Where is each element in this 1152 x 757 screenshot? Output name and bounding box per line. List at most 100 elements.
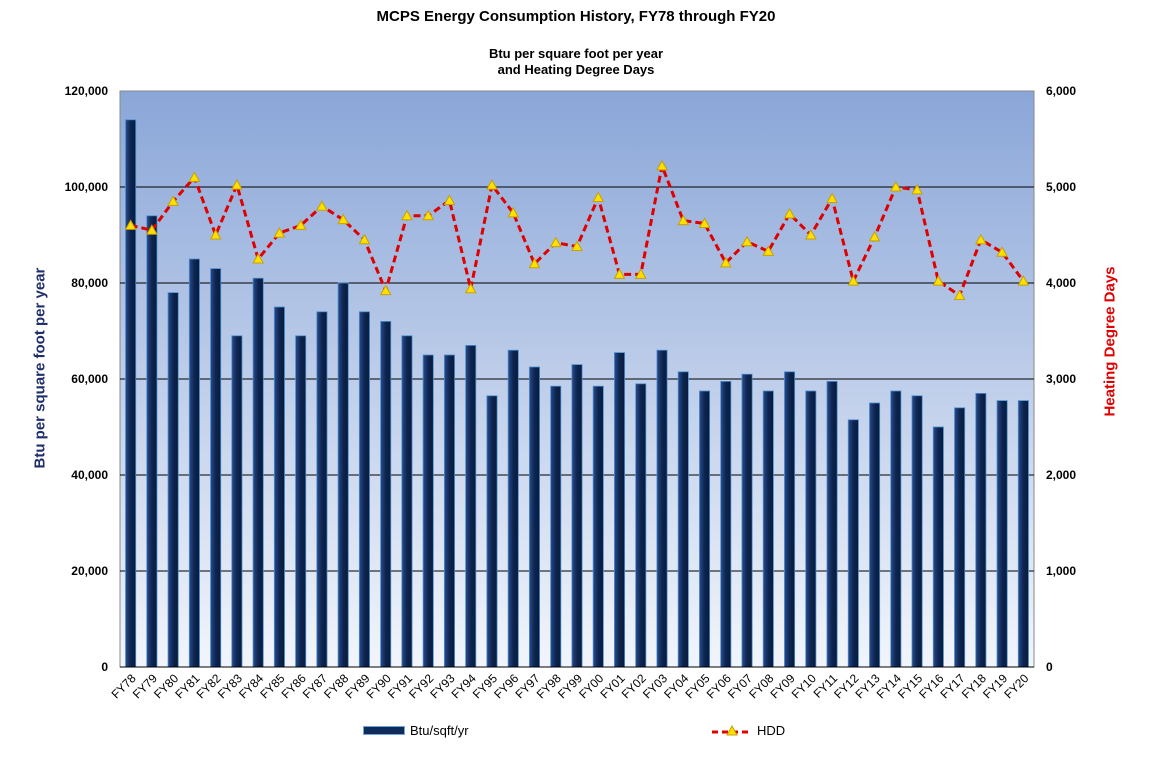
y-tick-label-left: 60,000 — [71, 372, 108, 386]
hdd-point-FY12 — [847, 275, 860, 286]
bar-FY00 — [592, 385, 604, 668]
x-axis-ticks: FY78FY79FY80FY81FY82FY83FY84FY85FY86FY87… — [109, 666, 1034, 701]
legend-btu-swatch — [363, 726, 405, 735]
y-tick-label-right: 6,000 — [1046, 84, 1076, 98]
bar-FY01 — [614, 352, 626, 668]
bar-FY14 — [890, 390, 902, 668]
bar-FY78 — [125, 119, 137, 668]
hdd-point-FY87 — [316, 200, 328, 211]
bar-FY20 — [1017, 400, 1029, 668]
hdd-point-FY98 — [549, 236, 562, 248]
hdd-point-FY97 — [528, 257, 541, 269]
hdd-point-FY81 — [188, 171, 201, 182]
x-tick-label: FY20 — [1001, 671, 1031, 701]
legend-item-hdd: HDD — [712, 723, 785, 738]
right-axis-ticks: 0 1,000 2,000 3,000 4,000 5,000 6,000 — [1046, 84, 1076, 674]
bar-FY98 — [550, 385, 562, 668]
y-tick-label-right: 1,000 — [1046, 564, 1076, 578]
chart-title: MCPS Energy Consumption History, FY78 th… — [376, 8, 776, 25]
y-axis-left-label: Btu per square foot per year — [31, 267, 49, 469]
bar-FY16 — [932, 426, 944, 668]
y-tick-label-right: 3,000 — [1046, 372, 1076, 386]
hdd-point-FY91 — [401, 209, 413, 221]
bar-FY06 — [720, 380, 732, 668]
hdd-point-FY89 — [358, 233, 371, 245]
bar-FY09 — [784, 371, 796, 668]
bar-FY10 — [805, 390, 817, 668]
bar-FY90 — [380, 320, 392, 668]
bar-FY17 — [954, 407, 966, 668]
bar-FY80 — [167, 292, 179, 668]
hdd-line-series — [124, 159, 1030, 300]
hdd-point-FY07 — [741, 235, 753, 247]
legend-hdd-swatch — [712, 724, 752, 736]
y-tick-label-right: 5,000 — [1046, 180, 1076, 194]
legend-item-btu: Btu/sqft/yr — [363, 723, 469, 738]
bar-FY81 — [188, 258, 200, 668]
hdd-point-FY86 — [294, 219, 307, 230]
bar-FY89 — [358, 311, 370, 668]
bar-FY96 — [507, 349, 519, 668]
bar-FY97 — [528, 366, 540, 668]
y-tick-label-left: 40,000 — [71, 468, 108, 482]
bar-series — [125, 119, 1029, 668]
y-tick-label-right: 0 — [1046, 660, 1053, 674]
bar-FY08 — [762, 390, 774, 668]
y-tick-label-right: 4,000 — [1046, 276, 1076, 290]
bar-FY05 — [699, 390, 711, 668]
bar-FY93 — [443, 354, 455, 668]
y-tick-label-left: 80,000 — [71, 276, 108, 290]
bar-FY12 — [847, 419, 859, 668]
bar-FY03 — [656, 349, 668, 668]
hdd-point-FY18 — [975, 233, 987, 245]
hdd-point-FY88 — [337, 213, 350, 225]
y-tick-label-right: 2,000 — [1046, 468, 1076, 482]
hdd-point-FY14 — [889, 180, 902, 192]
left-axis-ticks: 0 20,000 40,000 60,000 80,000 100,000 120,000 — [65, 84, 109, 674]
bar-FY85 — [273, 306, 285, 668]
bar-FY02 — [635, 383, 647, 668]
hdd-point-FY83 — [231, 179, 243, 190]
hdd-point-FY15 — [911, 183, 923, 195]
y-tick-label-left: 120,000 — [65, 84, 109, 98]
hdd-point-FY03 — [656, 159, 668, 171]
hdd-point-FY95 — [486, 179, 498, 190]
hdd-point-FY94 — [464, 282, 477, 294]
y-tick-label-left: 20,000 — [71, 564, 108, 578]
bar-FY99 — [571, 364, 583, 668]
bar-FY94 — [465, 344, 477, 668]
hdd-point-FY84 — [252, 252, 265, 264]
bar-FY86 — [295, 335, 307, 668]
bar-FY11 — [826, 380, 838, 668]
hdd-point-FY11 — [826, 192, 838, 204]
hdd-point-FY01 — [613, 268, 626, 279]
legend-btu-label: Btu/sqft/yr — [410, 723, 469, 738]
hdd-point-FY08 — [762, 245, 775, 256]
bar-FY19 — [996, 400, 1008, 668]
hdd-point-FY16 — [932, 275, 945, 286]
legend-hdd-label: HDD — [757, 723, 786, 738]
hdd-point-FY19 — [996, 246, 1008, 257]
hdd-point-FY06 — [719, 256, 732, 268]
chart-subtitle: Btu per square foot per year and Heating… — [0, 46, 1152, 78]
hdd-point-FY00 — [592, 191, 605, 203]
hdd-point-FY90 — [379, 284, 392, 296]
bar-FY83 — [231, 335, 243, 668]
hdd-point-FY85 — [273, 227, 286, 238]
bar-FY95 — [486, 395, 498, 668]
hdd-point-FY17 — [953, 289, 966, 300]
hdd-point-FY13 — [868, 230, 881, 242]
hdd-point-FY96 — [507, 206, 520, 218]
bar-FY79 — [146, 215, 158, 668]
bar-FY07 — [741, 373, 753, 668]
hdd-point-FY99 — [571, 240, 583, 252]
chart-subtitle-line-1: Btu per square foot per year — [488, 46, 664, 61]
hdd-point-FY93 — [443, 194, 456, 205]
y-tick-label-left: 0 — [101, 660, 108, 674]
hdd-point-FY09 — [783, 207, 796, 219]
bar-FY92 — [422, 354, 434, 668]
bar-FY87 — [316, 311, 328, 668]
bar-FY04 — [677, 371, 689, 668]
bar-FY91 — [401, 335, 413, 668]
